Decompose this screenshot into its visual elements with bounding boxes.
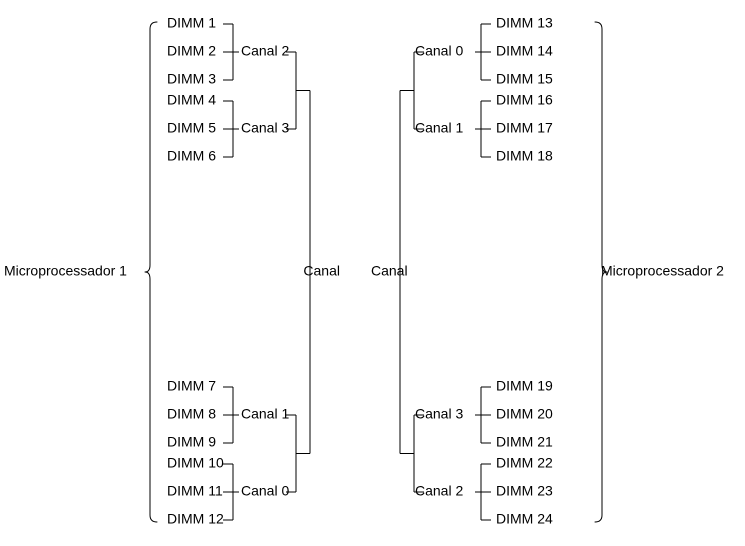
dimm-label-dimm5: DIMM 5 [167, 120, 216, 136]
dimm-label-dimm1: DIMM 1 [167, 15, 216, 31]
mp2-label: Microprocessador 2 [601, 263, 724, 279]
dimm-label-dimm8: DIMM 8 [167, 406, 216, 422]
dimm-label-dimm11: DIMM 11 [167, 483, 223, 499]
dimm-label-dimm3: DIMM 3 [167, 71, 216, 87]
dimm-label-dimm24: DIMM 24 [496, 511, 553, 527]
canal-center-right: Canal [371, 263, 408, 279]
dimm-label-dimm12: DIMM 12 [167, 511, 224, 527]
channel-label-r0: Canal 0 [415, 43, 463, 59]
dimm-label-dimm6: DIMM 6 [167, 148, 216, 164]
channel-label-c3: Canal 3 [241, 120, 289, 136]
canal-center-left: Canal [303, 263, 340, 279]
dimm-label-dimm9: DIMM 9 [167, 434, 216, 450]
dimm-label-dimm19: DIMM 19 [496, 378, 553, 394]
memory-layout-diagram: Microprocessador 1 Microprocessador 2 Cana… [0, 0, 745, 546]
dimm-label-dimm2: DIMM 2 [167, 43, 216, 59]
dimm-label-dimm7: DIMM 7 [167, 378, 216, 394]
channel-label-c1: Canal 1 [241, 406, 289, 422]
dimm-label-dimm4: DIMM 4 [167, 92, 216, 108]
dimm-label-dimm13: DIMM 13 [496, 15, 553, 31]
dimm-label-dimm22: DIMM 22 [496, 455, 553, 471]
brace-left [145, 22, 157, 522]
channel-label-c2: Canal 2 [241, 43, 289, 59]
dimm-label-dimm23: DIMM 23 [496, 483, 553, 499]
dimm-label-dimm15: DIMM 15 [496, 71, 553, 87]
channel-label-r1: Canal 1 [415, 120, 463, 136]
dimm-label-dimm10: DIMM 10 [167, 455, 224, 471]
dimm-label-dimm14: DIMM 14 [496, 43, 553, 59]
channel-label-r3: Canal 3 [415, 406, 463, 422]
dimm-label-dimm16: DIMM 16 [496, 92, 553, 108]
mp1-label: Microprocessador 1 [4, 263, 127, 279]
channel-label-c0: Canal 0 [241, 483, 289, 499]
dimm-label-dimm18: DIMM 18 [496, 148, 553, 164]
dimm-label-dimm17: DIMM 17 [496, 120, 553, 136]
dimm-label-dimm21: DIMM 21 [496, 434, 553, 450]
dimm-label-dimm20: DIMM 20 [496, 406, 553, 422]
channel-label-r2: Canal 2 [415, 483, 463, 499]
